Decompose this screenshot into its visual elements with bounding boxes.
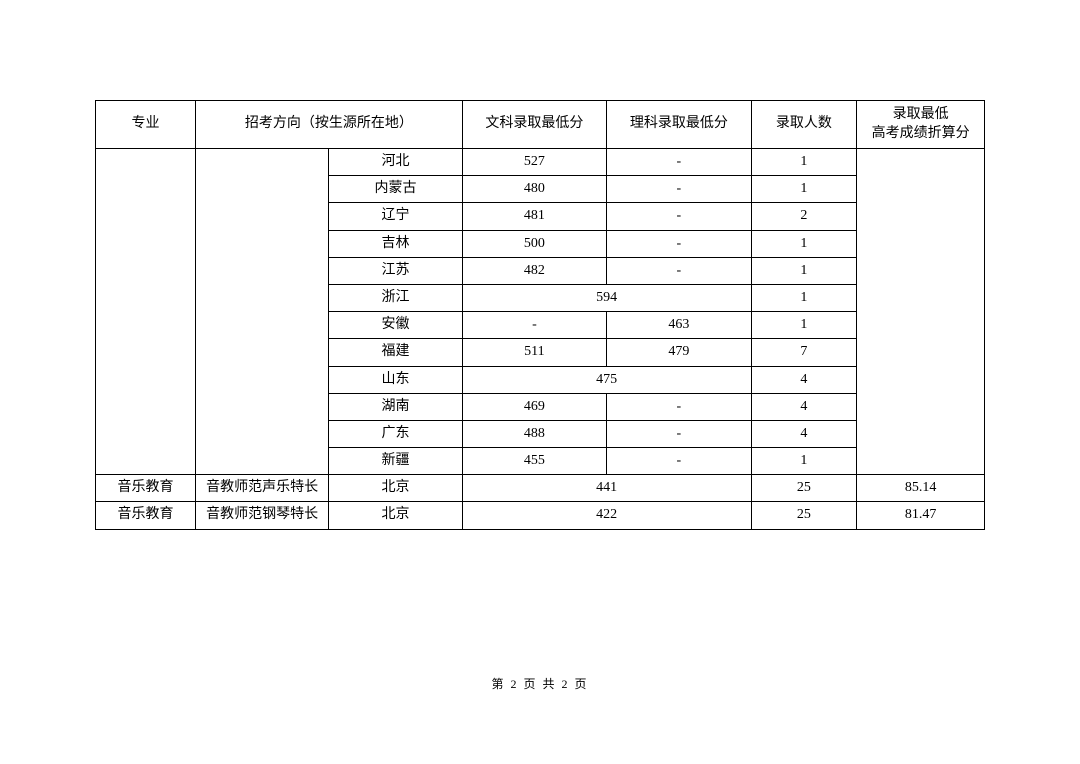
header-converted-line2: 高考成绩折算分	[872, 126, 970, 141]
cell-science-score: 479	[607, 339, 751, 366]
cell-direction: 音教师范声乐特长	[196, 475, 329, 502]
cell-province: 安徽	[329, 312, 462, 339]
cell-liberal-score: 455	[462, 448, 606, 475]
cell-major: 音乐教育	[96, 502, 196, 529]
cell-province: 北京	[329, 502, 462, 529]
cell-science-score: -	[607, 257, 751, 284]
cell-enroll-count: 1	[751, 448, 857, 475]
header-direction: 招考方向（按生源所在地）	[196, 101, 463, 149]
cell-combined-score: 422	[462, 502, 751, 529]
cell-enroll-count: 25	[751, 502, 857, 529]
cell-enroll-count: 1	[751, 176, 857, 203]
cell-province: 北京	[329, 475, 462, 502]
header-converted: 录取最低 高考成绩折算分	[857, 101, 985, 149]
table-row: 音乐教育音教师范钢琴特长北京4222581.47	[96, 502, 985, 529]
cell-major: 音乐教育	[96, 475, 196, 502]
cell-liberal-score: 527	[462, 149, 606, 176]
cell-science-score: 463	[607, 312, 751, 339]
cell-enroll-count: 25	[751, 475, 857, 502]
cell-enroll-count: 1	[751, 230, 857, 257]
cell-science-score: -	[607, 393, 751, 420]
cell-major-blank	[96, 149, 196, 475]
cell-liberal-score: 481	[462, 203, 606, 230]
cell-enroll-count: 1	[751, 257, 857, 284]
cell-science-score: -	[607, 203, 751, 230]
header-major: 专业	[96, 101, 196, 149]
cell-province: 河北	[329, 149, 462, 176]
cell-converted-blank	[857, 149, 985, 475]
cell-province: 吉林	[329, 230, 462, 257]
cell-science-score: -	[607, 420, 751, 447]
cell-province: 浙江	[329, 284, 462, 311]
header-converted-line1: 录取最低	[893, 107, 949, 122]
cell-science-score: -	[607, 149, 751, 176]
page-footer: 第 2 页 共 2 页	[0, 675, 1080, 692]
cell-enroll-count: 4	[751, 393, 857, 420]
cell-combined-score: 475	[462, 366, 751, 393]
table-body: 河北527-1内蒙古480-1辽宁481-2吉林500-1江苏482-1浙江59…	[96, 149, 985, 530]
cell-science-score: -	[607, 448, 751, 475]
cell-liberal-score: 511	[462, 339, 606, 366]
admission-table-container: 专业 招考方向（按生源所在地） 文科录取最低分 理科录取最低分 录取人数 录取最…	[95, 100, 985, 530]
table-header-row: 专业 招考方向（按生源所在地） 文科录取最低分 理科录取最低分 录取人数 录取最…	[96, 101, 985, 149]
cell-enroll-count: 4	[751, 420, 857, 447]
cell-combined-score: 441	[462, 475, 751, 502]
cell-province: 新疆	[329, 448, 462, 475]
cell-converted-score: 85.14	[857, 475, 985, 502]
cell-liberal-score: 469	[462, 393, 606, 420]
cell-province: 江苏	[329, 257, 462, 284]
cell-science-score: -	[607, 230, 751, 257]
cell-liberal-score: 500	[462, 230, 606, 257]
cell-liberal-score: 482	[462, 257, 606, 284]
cell-enroll-count: 4	[751, 366, 857, 393]
cell-direction-blank	[196, 149, 329, 475]
cell-converted-score: 81.47	[857, 502, 985, 529]
header-liberal: 文科录取最低分	[462, 101, 606, 149]
admission-table: 专业 招考方向（按生源所在地） 文科录取最低分 理科录取最低分 录取人数 录取最…	[95, 100, 985, 530]
cell-combined-score: 594	[462, 284, 751, 311]
cell-science-score: -	[607, 176, 751, 203]
cell-province: 湖南	[329, 393, 462, 420]
cell-enroll-count: 2	[751, 203, 857, 230]
cell-enroll-count: 1	[751, 312, 857, 339]
cell-enroll-count: 7	[751, 339, 857, 366]
table-row: 音乐教育音教师范声乐特长北京4412585.14	[96, 475, 985, 502]
cell-liberal-score: -	[462, 312, 606, 339]
cell-enroll-count: 1	[751, 149, 857, 176]
cell-liberal-score: 488	[462, 420, 606, 447]
header-science: 理科录取最低分	[607, 101, 751, 149]
cell-province: 福建	[329, 339, 462, 366]
cell-liberal-score: 480	[462, 176, 606, 203]
cell-province: 广东	[329, 420, 462, 447]
cell-direction: 音教师范钢琴特长	[196, 502, 329, 529]
header-enroll: 录取人数	[751, 101, 857, 149]
cell-enroll-count: 1	[751, 284, 857, 311]
cell-province: 内蒙古	[329, 176, 462, 203]
table-row: 河北527-1	[96, 149, 985, 176]
cell-province: 山东	[329, 366, 462, 393]
cell-province: 辽宁	[329, 203, 462, 230]
